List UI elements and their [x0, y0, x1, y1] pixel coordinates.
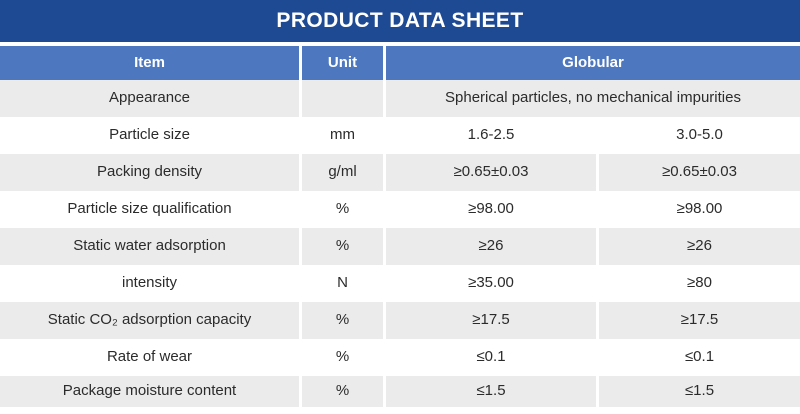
unit-value: mm — [302, 117, 386, 154]
item-label: Appearance — [0, 80, 302, 117]
unit-value: % — [302, 339, 386, 376]
table-row-rate-of-wear: Rate of wear % ≤0.1 ≤0.1 — [0, 339, 800, 376]
value-2: ≥80 — [687, 274, 712, 292]
unit-value — [302, 80, 386, 117]
item-label: Packing density — [0, 154, 302, 191]
table-row-particle-size-qualification: Particle size qualification % ≥98.00 ≥98… — [0, 191, 800, 228]
unit-value: g/ml — [302, 154, 386, 191]
value-1: ≥17.5 — [386, 302, 599, 339]
value-2: ≥0.65±0.03 — [662, 163, 737, 181]
table-row-package-moisture-content: Package moisture content % ≤1.5 ≤1.5 — [0, 376, 800, 407]
unit-value: N — [302, 265, 386, 302]
item-label: Particle size qualification — [0, 191, 302, 228]
item-label: Package moisture content — [0, 376, 302, 407]
unit-value: % — [302, 191, 386, 228]
table-header-row: Item Unit Globular — [0, 46, 800, 80]
table-row-static-co2-adsorption-capacity: Static CO₂ adsorption capacity % ≥17.5 ≥… — [0, 302, 800, 339]
value-2: ≤0.1 — [684, 348, 715, 366]
value-2: ≥17.5 — [680, 311, 719, 329]
table-row-intensity: intensity N ≥35.00 ≥80 — [0, 265, 800, 302]
unit-value: % — [302, 228, 386, 265]
header-globular: Globular — [562, 53, 624, 71]
item-label: intensity — [0, 265, 302, 302]
item-label: Static water adsorption — [0, 228, 302, 265]
value-2: ≥98.00 — [676, 200, 723, 218]
table-row-appearance: Appearance Spherical particles, no mecha… — [0, 80, 800, 117]
value-2: ≥26 — [687, 237, 712, 255]
value-1: 1.6-2.5 — [386, 117, 599, 154]
table-row-packing-density: Packing density g/ml ≥0.65±0.03 ≥0.65±0.… — [0, 154, 800, 191]
unit-value: % — [302, 376, 386, 407]
value-1: ≥26 — [386, 228, 599, 265]
spanned-value: Spherical particles, no mechanical impur… — [445, 89, 741, 107]
title-divider — [0, 42, 800, 46]
table-row-particle-size: Particle size mm 1.6-2.5 3.0-5.0 — [0, 117, 800, 154]
value-1: ≥0.65±0.03 — [386, 154, 599, 191]
item-label: Static CO₂ adsorption capacity — [0, 302, 302, 339]
page-title: PRODUCT DATA SHEET — [276, 9, 524, 32]
cropped-next-row — [0, 407, 800, 414]
unit-value: % — [302, 302, 386, 339]
value-2: ≤1.5 — [684, 382, 715, 400]
title-bar: PRODUCT DATA SHEET — [0, 0, 800, 42]
item-label: Rate of wear — [0, 339, 302, 376]
value-1: ≤1.5 — [386, 376, 599, 407]
header-item: Item — [0, 46, 302, 80]
value-1: ≤0.1 — [386, 339, 599, 376]
table-row-static-water-adsorption: Static water adsorption % ≥26 ≥26 — [0, 228, 800, 265]
item-label: Particle size — [0, 117, 302, 154]
value-1: ≥35.00 — [386, 265, 599, 302]
value-2: 3.0-5.0 — [676, 126, 723, 144]
header-unit: Unit — [302, 46, 386, 80]
value-1: ≥98.00 — [386, 191, 599, 228]
